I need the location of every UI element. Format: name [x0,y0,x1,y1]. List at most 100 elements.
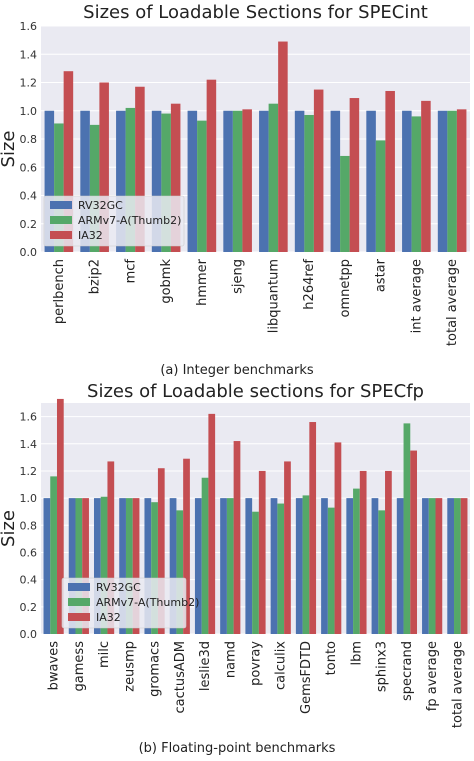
bar-rv32gc [270,498,278,634]
bar-armv7-a-thumb2- [375,140,386,252]
bar-armv7-a-thumb2- [226,498,234,634]
bar-ia32 [206,79,217,252]
x-tick-label: tonto [324,641,339,675]
x-tick-label: h264ref [302,259,317,310]
x-tick-label: hmmer [195,258,210,306]
x-tick-label: int average [409,259,424,333]
bar-armv7-a-thumb2- [454,498,461,634]
x-tick-label: omnetpp [338,259,353,317]
bar-rv32gc [366,110,376,252]
legend-swatch [68,598,90,606]
legend-entry: IA32 [78,229,103,242]
bar-rv32gc [116,110,126,252]
bar-armv7-a-thumb2- [75,498,83,634]
bar-armv7-a-thumb2- [161,113,171,252]
bar-ia32 [233,441,241,634]
bar-ia32 [183,458,190,634]
y-tick-label: 0.4 [20,190,38,203]
bar-ia32 [385,470,392,634]
bar-armv7-a-thumb2- [340,155,350,252]
y-tick-label: 1.4 [20,48,38,61]
x-tick-label: GemsFDTD [299,641,314,714]
bar-ia32 [334,442,342,634]
y-tick-label: 0.2 [20,218,38,231]
y-tick-label: 0.8 [20,519,38,532]
bar-rv32gc [294,110,305,252]
bar-ia32 [410,450,418,634]
bar-armv7-a-thumb2- [353,488,360,634]
chart-1: 0.0 0.2 0.4 0.6 0.8 1.0 1.2 1.4 1.6 Sizes of Load… [0,2,470,346]
chart-2: 0.0 0.2 0.4 0.6 0.8 1.0 1.2 1.4 1.6 Sizes of Load… [0,381,470,728]
x-tick-label: cactusADM [173,641,188,714]
bar-ia32 [157,468,165,634]
x-tick-label: mcf [123,259,138,284]
y-tick-label: 1.6 [20,411,38,424]
y-tick-label: 1.2 [20,77,38,90]
bar-ia32 [385,90,395,252]
bar-ia32 [258,470,266,634]
legend-entry: RV32GC [78,199,123,212]
bar-rv32gc [321,498,328,634]
bar-armv7-a-thumb2- [403,423,411,634]
bar-armv7-a-thumb2- [50,476,57,634]
bar-armv7-a-thumb2- [89,124,100,252]
y-tick-label: 0.6 [20,546,38,559]
chart-title: Sizes of Loadable sections for SPECfp [87,381,424,402]
bar-armv7-a-thumb2- [176,510,184,634]
bar-ia32 [135,86,145,252]
legend-swatch [50,201,72,209]
x-tick-label: zeusmp [122,641,137,692]
bar-armv7-a-thumb2- [201,477,209,634]
bar-armv7-a-thumb2- [447,110,457,252]
legend-swatch [50,216,72,224]
x-tick-label: bwaves [47,641,62,691]
y-axis-label: Size [0,131,19,168]
bar-ia32 [309,422,317,634]
x-tick-label: total average [445,259,460,346]
legend-entry: IA32 [96,611,121,624]
y-tick-label: 0.4 [20,574,38,587]
bar-rv32gc [144,498,152,634]
bar-ia32 [132,498,140,634]
figure-caption: (a) Integer benchmarks [160,363,314,378]
legend-entry: RV32GC [96,581,141,594]
bar-armv7-a-thumb2- [151,502,158,634]
legend-swatch [68,583,90,591]
bar-rv32gc [422,498,429,634]
legend-box [61,577,187,629]
x-tick-label: sphinx3 [375,641,390,692]
bar-rv32gc [93,498,101,634]
bar-rv32gc [169,498,177,634]
bar-rv32gc [44,110,55,252]
bar-ia32 [456,109,467,253]
x-tick-label: gromacs [148,641,163,697]
x-tick-label: leslie3d [198,641,213,691]
bar-ia32 [421,100,431,252]
bar-ia32 [170,103,181,252]
bar-ia32 [460,498,468,634]
figure-caption: (b) Floating-point benchmarks [139,741,336,756]
x-tick-label: bzip2 [88,259,103,294]
bar-armv7-a-thumb2- [197,120,207,252]
bar-rv32gc [402,110,412,252]
bar-rv32gc [259,110,269,252]
bar-armv7-a-thumb2- [54,123,64,253]
bar-rv32gc [346,498,354,634]
x-tick-label: total average [450,641,465,728]
legend-box [43,195,185,247]
bar-rv32gc [330,110,341,252]
bar-armv7-a-thumb2- [378,510,386,634]
bar-armv7-a-thumb2- [125,498,133,634]
bar-rv32gc [119,498,126,634]
bar-ia32 [242,109,252,253]
x-tick-label: lbm [349,641,364,666]
bar-rv32gc [396,498,404,634]
bar-ia32 [63,71,74,252]
bar-armv7-a-thumb2- [125,107,136,252]
bar-ia32 [107,461,115,634]
x-tick-label: gamess [72,641,87,692]
legend-entry: ARMv7-A(Thumb2) [96,596,199,609]
bar-armv7-a-thumb2- [268,103,279,252]
x-tick-label: milc [97,641,112,668]
